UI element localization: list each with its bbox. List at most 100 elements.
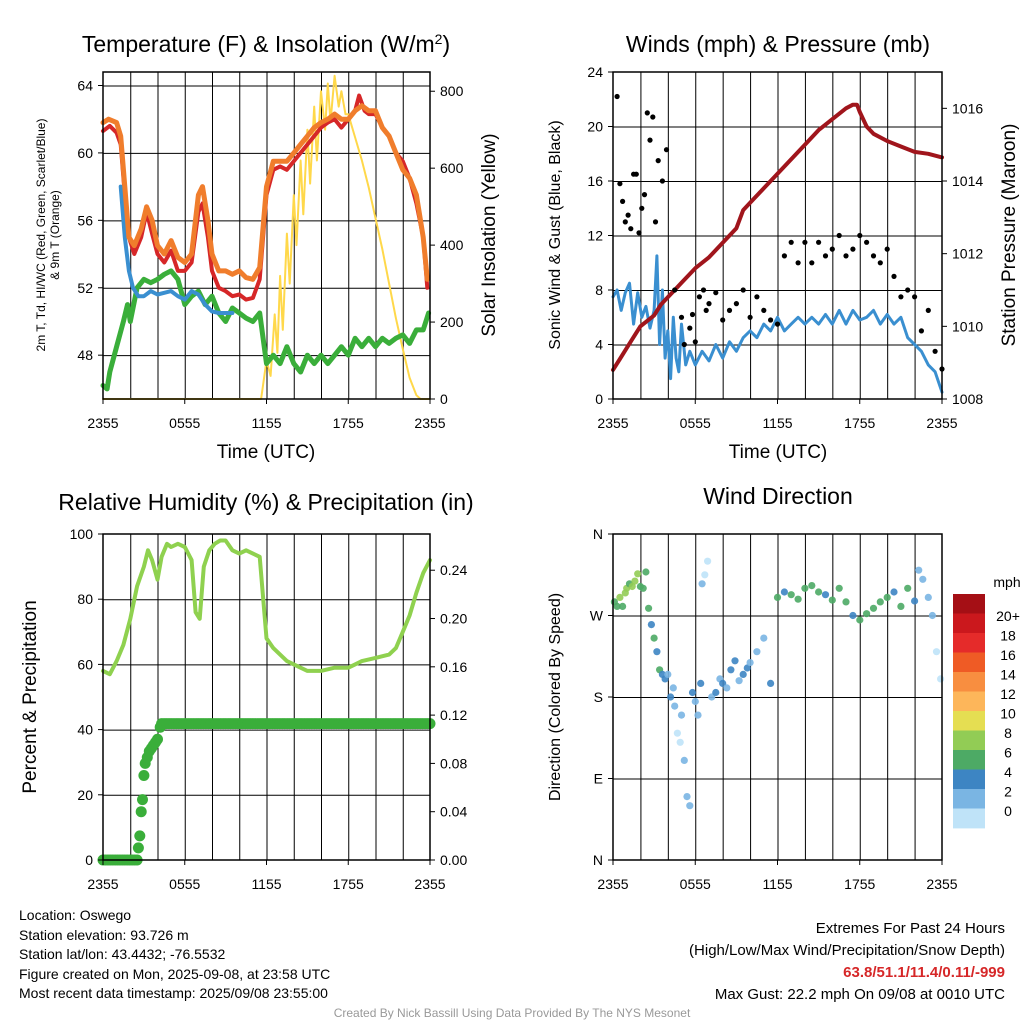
wind-gust-point	[625, 212, 631, 218]
direction-point	[671, 702, 679, 710]
dir-chart: 2355 0555 1155 1755 2355 N E S W N Wind Direction D…	[547, 483, 1021, 892]
wind-gust-point	[641, 192, 648, 198]
direction-point	[794, 595, 802, 603]
direction-point	[835, 584, 843, 592]
wind-chart: 2355 0555 1155 1755 2355 0 4 8 12 16 20 24 1008 1010 1…	[547, 31, 1020, 463]
direction-point	[669, 684, 677, 692]
rh-xtick-label: 1755	[333, 876, 364, 892]
direction-point	[688, 688, 697, 697]
wind-gust-point	[647, 137, 653, 143]
station-elevation: Station elevation: 93.726 m	[19, 926, 189, 943]
colorbar-segment	[953, 613, 985, 634]
direction-point	[904, 584, 912, 592]
rh-ytick-left-label: 100	[70, 526, 94, 542]
wind-ytick-right-label: 1010	[952, 318, 983, 334]
temp-ytick-left-label: 60	[77, 145, 93, 161]
colorbar-tick-label: 18	[1000, 627, 1016, 643]
wind-gust-point	[822, 253, 829, 259]
direction-point	[667, 693, 675, 701]
station-location: Location: Oswego	[19, 907, 132, 923]
direction-point	[753, 648, 761, 656]
wind-gust-point	[754, 294, 760, 300]
rh-ytick-right-label: 0.20	[440, 611, 467, 627]
direction-point	[634, 570, 642, 578]
temp-xtick-label: 2355	[414, 415, 445, 431]
wind-gust-point	[843, 253, 849, 259]
wind-title: Winds (mph) & Pressure (mb)	[626, 31, 930, 57]
direction-point	[686, 802, 694, 810]
rh-ytick-left-label: 40	[77, 722, 93, 738]
extremes-heading: Extremes For Past 24 Hours	[815, 920, 1005, 937]
direction-point	[704, 557, 712, 565]
rh-ytick-right-label: 0.24	[440, 562, 467, 578]
direction-point	[642, 568, 650, 576]
wind-ytick-left-label: 4	[595, 337, 603, 353]
wind-ytick-left-label: 12	[587, 228, 603, 244]
direction-point	[932, 648, 941, 656]
temp-ytick-left-label: 64	[77, 77, 93, 93]
direction-point	[856, 616, 864, 624]
precip-point	[134, 830, 146, 842]
direction-point	[915, 566, 923, 574]
direction-point	[613, 602, 621, 611]
wind-ytick-left-label: 8	[595, 282, 603, 298]
temp-chart: 2355 0555 1155 1755 2355 48 52 56 60 64 0 200 400 600…	[34, 31, 500, 463]
wind-ylabel-right: Station Pressure (Maroon)	[999, 124, 1020, 347]
direction-point	[712, 688, 720, 697]
direction-point	[876, 598, 884, 606]
wind-gust-point	[650, 114, 656, 120]
temp-ytick-right-label: 400	[440, 237, 464, 253]
colorbar-segment	[953, 672, 985, 692]
direction-point	[937, 675, 945, 683]
direction-point	[650, 634, 658, 642]
dir-ytick-left-label: N	[593, 526, 603, 542]
wind-xlabel: Time (UTC)	[729, 442, 828, 463]
temp-ytick-right-label: 800	[440, 83, 464, 99]
wind-gust-point	[795, 260, 801, 266]
colorbar-tick-label: 12	[1000, 686, 1016, 702]
wind-ytick-left-label: 0	[595, 391, 603, 407]
temp-ytick-left-label: 52	[77, 280, 93, 296]
direction-point	[723, 684, 731, 692]
direction-point	[787, 591, 795, 599]
wind-gust-point	[639, 205, 645, 211]
wind-gust-point	[788, 239, 794, 245]
dir-ytick-left-label: N	[593, 852, 603, 868]
wind-gust-point	[636, 230, 642, 236]
rh-xtick-label: 2355	[87, 876, 118, 892]
dir-ytick-left-label: E	[594, 771, 603, 787]
colorbar-tick-label: 8	[1004, 725, 1012, 741]
rh-chart: 2355 0555 1155 1755 2355 0 20 40 60 80 100 0.00 0.04…	[20, 489, 474, 892]
dir-title: Wind Direction	[703, 483, 853, 509]
wind-gust-point	[687, 325, 693, 331]
direction-point	[821, 591, 830, 599]
dir-ytick-left-label: S	[594, 689, 603, 705]
wind-gust-point	[692, 339, 698, 345]
direction-point	[849, 611, 857, 620]
direction-point	[639, 584, 647, 592]
wind-gust-point	[617, 181, 623, 187]
figure-created: Figure created on Mon, 2025-09-08, at 23…	[19, 965, 331, 982]
dir-xtick-label: 2355	[597, 876, 628, 892]
station-info: Location: Oswego Station elevation: 93.7…	[19, 906, 330, 1004]
rh-ylabel-left: Percent & Precipitation	[20, 600, 41, 793]
dir-xtick-label: 2355	[926, 876, 957, 892]
wind-gust-point	[870, 253, 877, 259]
wind-gust-point	[689, 311, 696, 318]
direction-point	[773, 593, 782, 602]
colorbar-segment	[953, 594, 985, 614]
direction-point	[808, 582, 816, 590]
dir-xtick-label: 1155	[762, 876, 792, 892]
wind-gust-point	[884, 246, 890, 252]
rh-ytick-right-label: 0.04	[440, 804, 467, 820]
direction-point	[911, 597, 919, 605]
direction-point	[863, 610, 871, 618]
colorbar-segment	[953, 652, 985, 673]
direction-point	[616, 593, 624, 602]
direction-point	[897, 602, 905, 611]
wind-gust-point	[816, 239, 822, 245]
wind-xtick-label: 2355	[597, 415, 628, 431]
direction-point	[801, 584, 809, 592]
direction-point	[767, 679, 775, 688]
direction-point	[924, 593, 932, 602]
